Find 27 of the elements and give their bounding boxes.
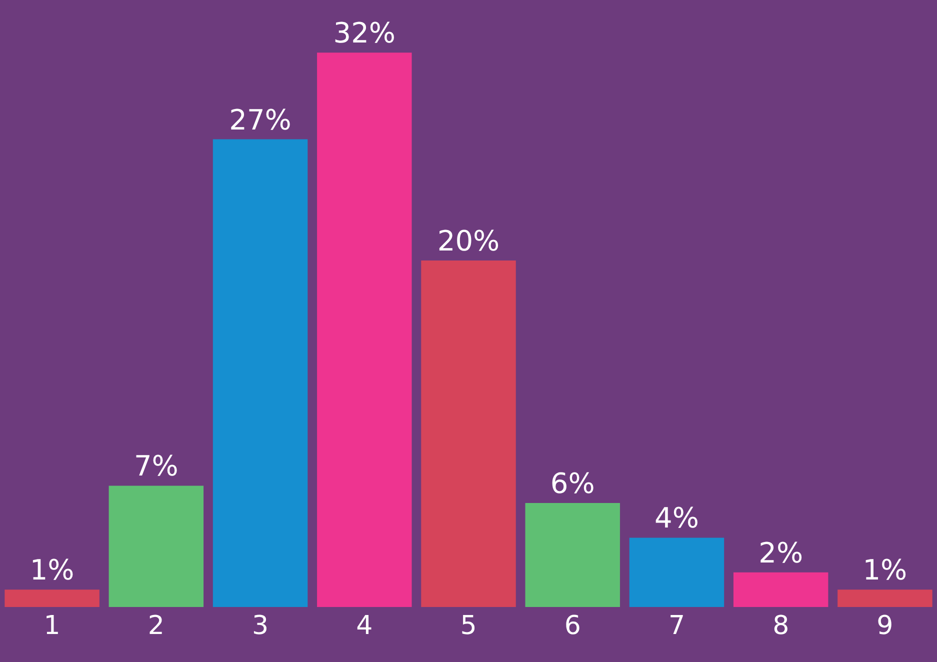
x-tick-label: 8 (772, 611, 790, 641)
x-tick-label: 3 (252, 611, 269, 641)
bar (108, 486, 204, 607)
data-label: 7% (134, 450, 178, 483)
data-label: 4% (654, 502, 699, 535)
data-label: 20% (437, 224, 500, 258)
data-label: 1% (862, 554, 908, 587)
bar (4, 590, 100, 607)
data-label: 27% (229, 103, 292, 136)
x-tick-label: 7 (668, 611, 685, 641)
data-label: 1% (30, 554, 74, 587)
x-tick-label: 5 (460, 611, 477, 641)
bar (629, 538, 724, 607)
bar (421, 260, 516, 607)
x-tick-label: 6 (564, 611, 581, 641)
bar (212, 139, 308, 607)
bar (838, 590, 932, 607)
x-tick-label: 4 (356, 611, 373, 641)
bar (733, 572, 828, 607)
data-label: 2% (758, 536, 804, 570)
x-tick-label: 2 (148, 611, 164, 641)
bar (317, 52, 412, 607)
data-label: 32% (333, 16, 396, 50)
x-tick-label: 9 (876, 611, 894, 641)
x-tick-label: 1 (44, 611, 60, 641)
bar (525, 503, 620, 607)
data-label: 6% (550, 467, 595, 500)
